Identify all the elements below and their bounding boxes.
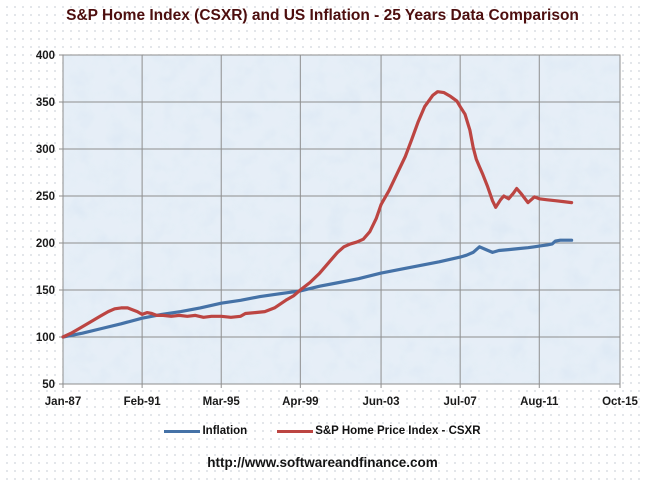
x-axis-tick-label: Jul-07 bbox=[444, 396, 477, 408]
y-axis-tick-label: 250 bbox=[36, 191, 55, 203]
legend-item-csxr: S&P Home Price Index - CSXR bbox=[277, 425, 481, 437]
y-axis-tick-label: 200 bbox=[36, 238, 55, 250]
plot-area-texture bbox=[63, 55, 620, 384]
y-axis-tick-label: 300 bbox=[36, 144, 55, 156]
y-axis-tick-label: 50 bbox=[42, 379, 55, 391]
x-axis-tick-label: Feb-91 bbox=[124, 396, 162, 408]
x-axis-tick-label: Jan-87 bbox=[45, 396, 81, 408]
x-axis-tick-label: Oct-15 bbox=[602, 396, 638, 408]
y-axis-tick-label: 350 bbox=[36, 97, 55, 109]
y-axis-tick-label: 100 bbox=[36, 332, 55, 344]
y-axis-tick-label: 150 bbox=[36, 285, 55, 297]
csxr-series-line bbox=[61, 90, 574, 339]
legend-label-csxr: S&P Home Price Index - CSXR bbox=[315, 425, 481, 437]
chart-legend: Inflation S&P Home Price Index - CSXR bbox=[0, 425, 645, 437]
inflation-series-line bbox=[61, 238, 574, 339]
y-axis-tick-label: 400 bbox=[36, 50, 55, 62]
x-axis-tick-label: Jun-03 bbox=[363, 396, 400, 408]
legend-item-inflation: Inflation bbox=[164, 425, 247, 437]
legend-label-inflation: Inflation bbox=[202, 425, 248, 437]
source-url: http://www.softwareandfinance.com bbox=[207, 455, 438, 470]
plot-border bbox=[62, 54, 621, 385]
x-axis-tick-label: Aug-11 bbox=[520, 396, 559, 408]
inflation-line-swatch bbox=[164, 429, 201, 433]
chart-title: S&P Home Index (CSXR) and US Inflation -… bbox=[66, 7, 579, 24]
x-axis-tick-label: Apr-99 bbox=[282, 396, 318, 408]
csxr-line-swatch bbox=[277, 429, 314, 433]
x-axis-tick-label: Mar-95 bbox=[203, 396, 241, 408]
